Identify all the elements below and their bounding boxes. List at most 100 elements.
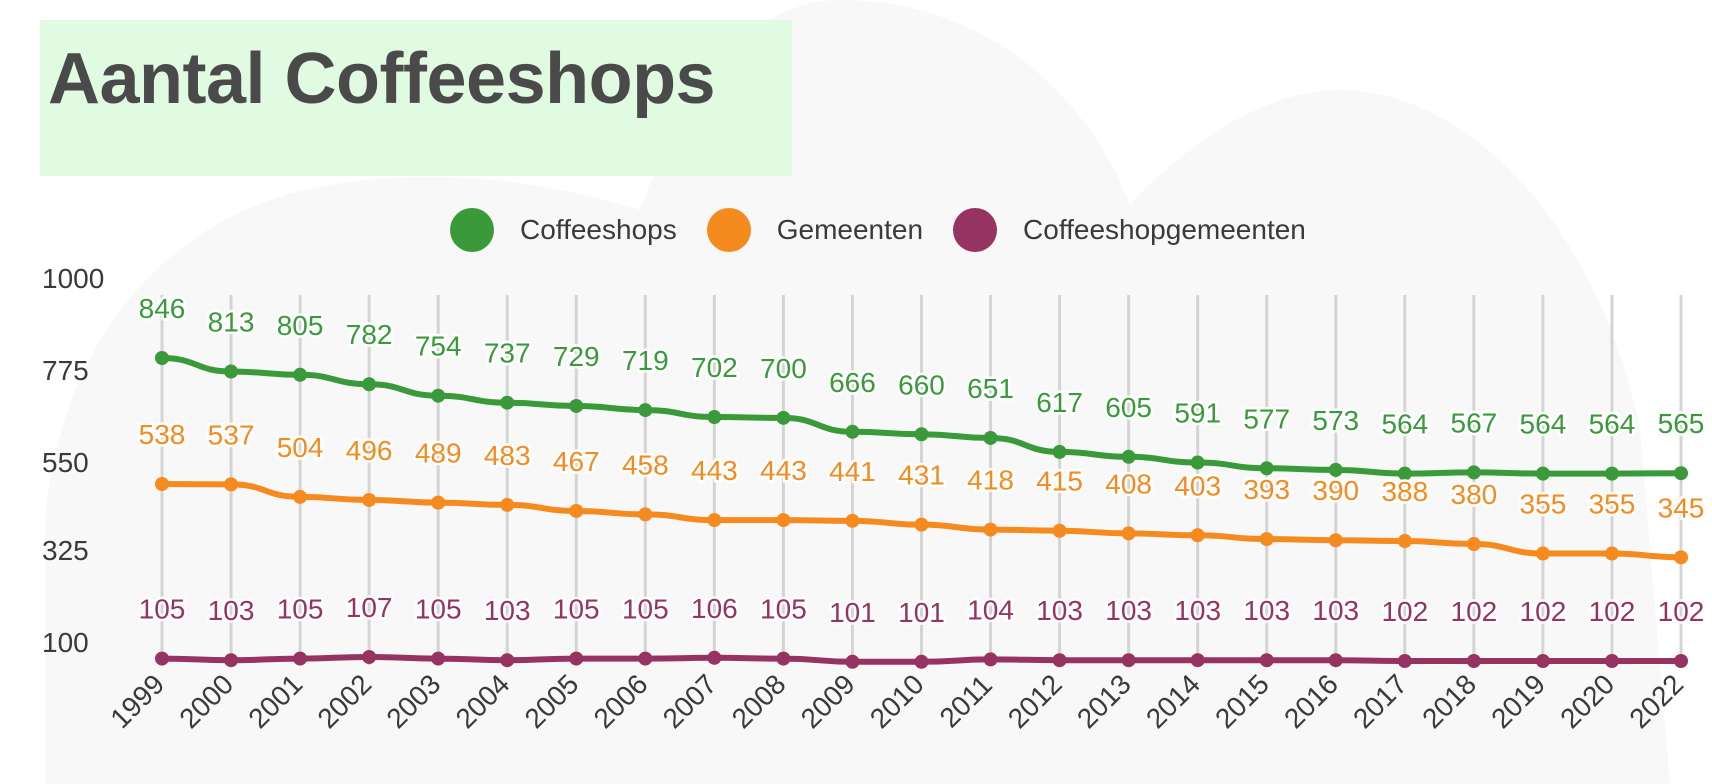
data-point[interactable] [1397,466,1412,481]
data-point[interactable] [1328,533,1343,548]
data-point[interactable] [1259,653,1274,668]
title-banner [40,20,792,176]
data-point[interactable] [155,477,169,491]
data-point[interactable] [362,377,377,392]
data-point[interactable] [983,430,998,445]
data-point[interactable] [1052,523,1067,538]
data-label: 467 [553,446,600,477]
data-point[interactable] [776,651,791,666]
data-point[interactable] [293,651,308,666]
data-point[interactable] [293,489,308,504]
data-point[interactable] [1121,526,1136,541]
data-point[interactable] [638,403,653,418]
data-point[interactable] [638,507,653,522]
data-point[interactable] [1674,466,1688,481]
data-point[interactable] [983,522,998,537]
x-tick-label: 2018 [1416,668,1482,734]
x-tick-label: 2007 [657,668,723,734]
data-point[interactable] [500,653,515,668]
data-point[interactable] [1604,654,1619,668]
data-label: 393 [1243,474,1290,505]
legend: Coffeeshops Gemeenten Coffeeshopgemeente… [450,208,1336,252]
data-point[interactable] [983,652,998,667]
data-point[interactable] [1535,546,1550,561]
data-label: 101 [829,597,876,628]
data-label: 103 [1312,595,1359,626]
x-tick-label: 2013 [1071,668,1137,734]
data-point[interactable] [1535,466,1550,481]
legend-item-coffeeshops[interactable]: Coffeeshops [450,208,677,252]
data-point[interactable] [845,654,860,669]
data-point[interactable] [1604,466,1619,481]
data-point[interactable] [569,651,584,666]
y-tick-label: 550 [42,447,89,478]
data-point[interactable] [155,351,169,365]
data-label: 388 [1381,476,1428,507]
data-point[interactable] [224,364,239,379]
data-point[interactable] [1466,537,1481,552]
data-point[interactable] [1604,546,1619,561]
data-label: 617 [1036,387,1083,418]
data-point[interactable] [1190,455,1205,470]
data-point[interactable] [1674,550,1688,565]
x-tick-label: 2012 [1002,668,1068,734]
data-point[interactable] [569,503,584,518]
data-point[interactable] [431,388,446,403]
data-point[interactable] [1121,653,1136,668]
data-point[interactable] [1190,528,1205,543]
data-label: 105 [760,594,807,625]
data-point[interactable] [224,477,239,492]
data-point[interactable] [1190,653,1205,668]
data-point[interactable] [1328,462,1343,477]
data-label: 102 [1381,596,1428,627]
data-point[interactable] [1259,461,1274,476]
data-point[interactable] [1535,654,1550,668]
data-point[interactable] [1466,465,1481,480]
data-point[interactable] [707,513,722,528]
data-point[interactable] [293,367,308,382]
data-label: 666 [829,367,876,398]
data-point[interactable] [362,650,377,664]
x-tick-label: 2006 [588,668,654,734]
data-point[interactable] [1328,653,1343,668]
data-label: 101 [898,597,945,628]
data-point[interactable] [500,497,515,512]
data-point[interactable] [914,654,929,669]
data-label: 605 [1105,392,1152,423]
data-point[interactable] [1397,534,1412,548]
data-label: 408 [1105,468,1152,499]
data-label: 380 [1451,479,1498,510]
legend-item-gemeenten[interactable]: Gemeenten [706,208,924,252]
data-point[interactable] [1466,654,1481,668]
data-label: 103 [1174,595,1221,626]
data-point[interactable] [224,653,239,668]
data-point[interactable] [1052,653,1067,668]
data-point[interactable] [1674,654,1688,668]
data-point[interactable] [638,651,653,666]
data-label: 496 [346,435,393,466]
data-point[interactable] [569,398,584,413]
data-point[interactable] [155,651,169,666]
data-point[interactable] [1052,444,1067,459]
data-label: 737 [484,338,531,369]
data-point[interactable] [707,410,722,425]
data-point[interactable] [1397,654,1412,668]
data-point[interactable] [776,410,791,425]
data-point[interactable] [500,395,515,410]
data-point[interactable] [914,517,929,532]
data-point[interactable] [914,427,929,442]
data-point[interactable] [1259,532,1274,547]
data-point[interactable] [362,492,377,507]
legend-label: Gemeenten [776,214,924,245]
data-point[interactable] [431,651,446,666]
data-point[interactable] [431,495,446,510]
data-point[interactable] [776,513,791,528]
data-point[interactable] [845,424,860,439]
data-point[interactable] [845,513,860,528]
y-tick-label: 775 [42,355,89,386]
legend-item-coffeeshopgemeenten[interactable]: Coffeeshopgemeenten [953,208,1306,252]
data-point[interactable] [1121,449,1136,464]
data-point[interactable] [707,650,722,665]
